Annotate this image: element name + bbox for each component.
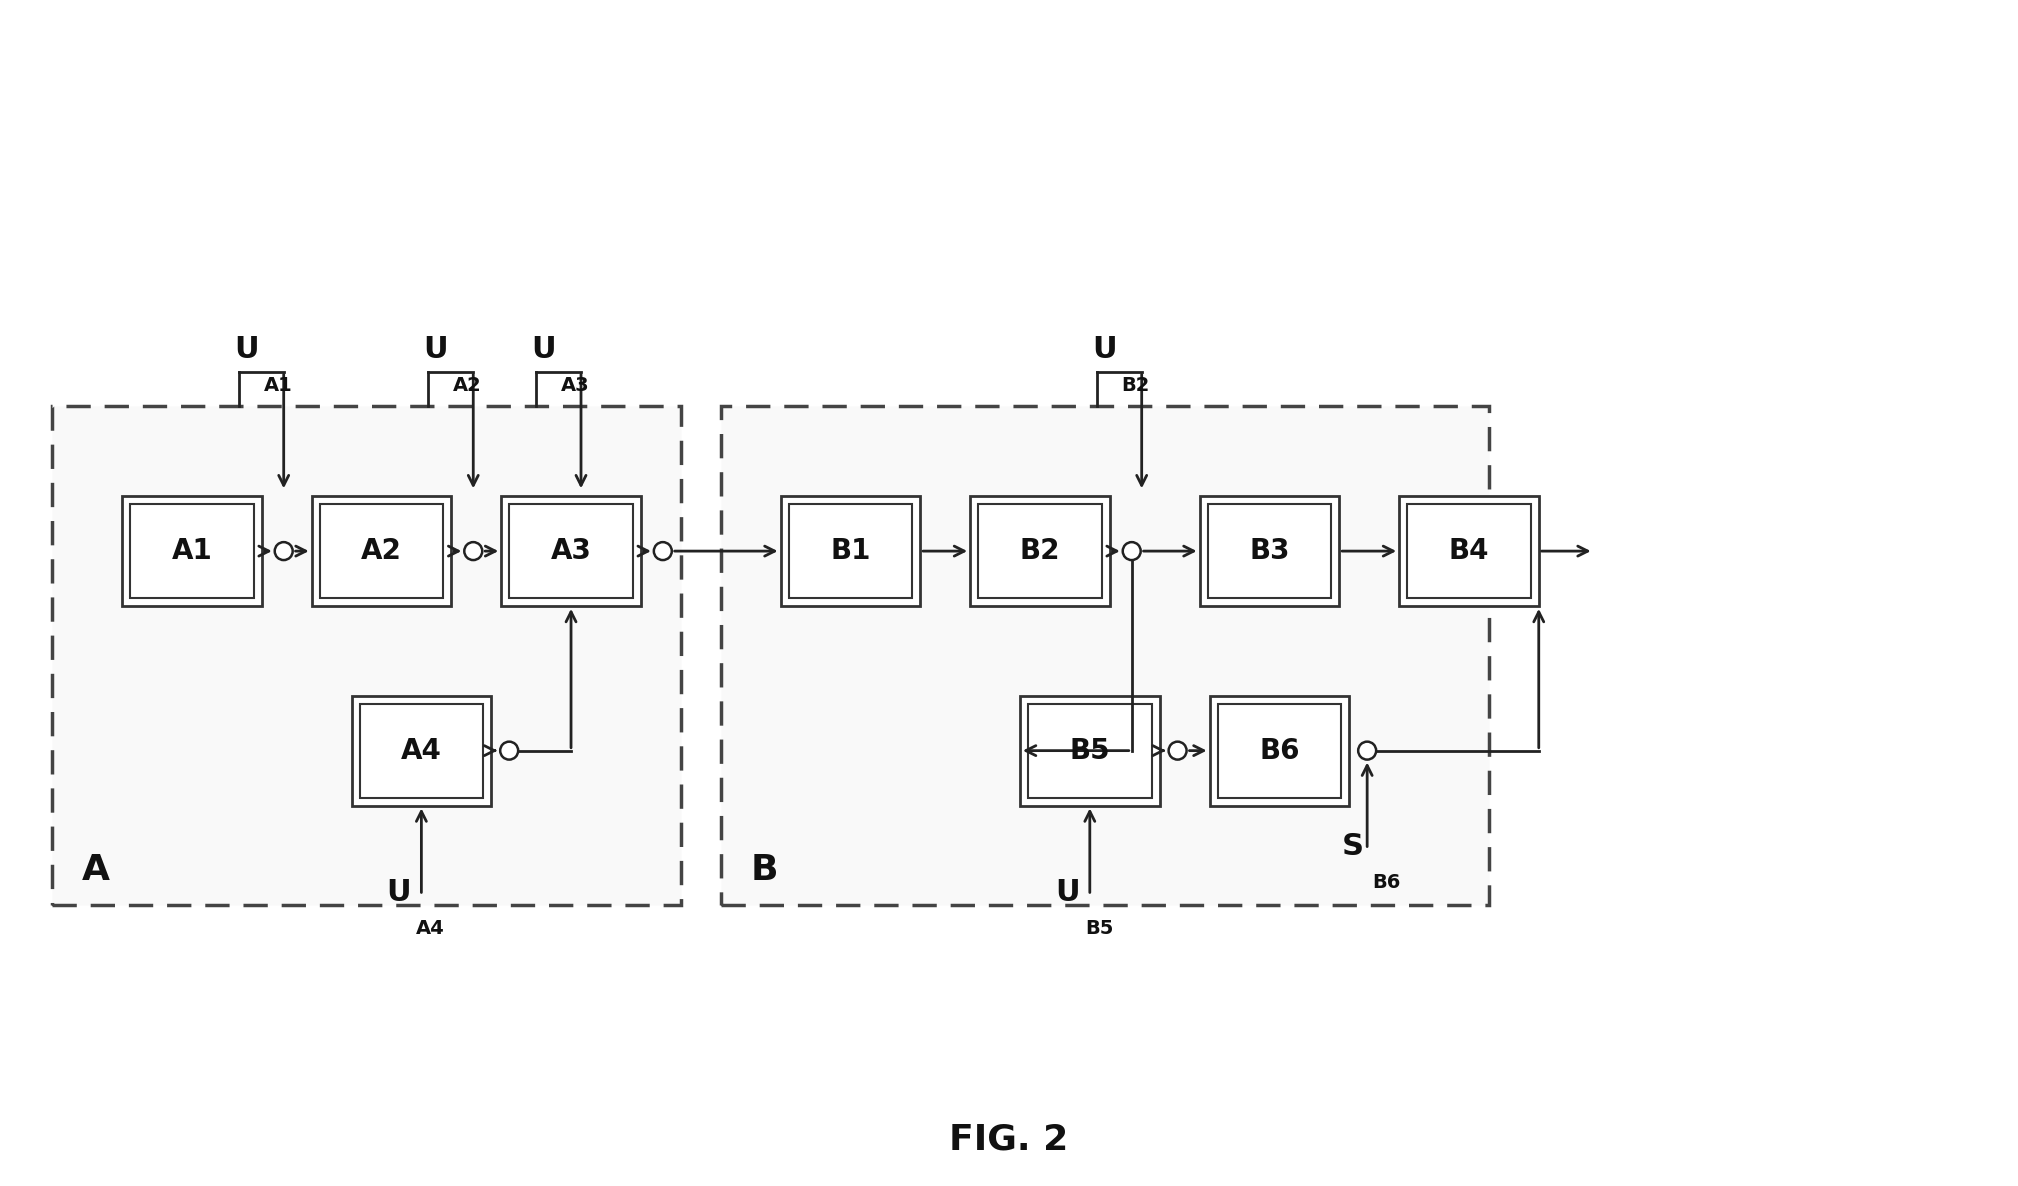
Text: A3: A3 — [561, 376, 589, 395]
Bar — [319, 504, 444, 598]
Text: B4: B4 — [1449, 537, 1489, 565]
Text: B5: B5 — [1070, 737, 1110, 765]
Bar — [351, 696, 490, 805]
Text: B1: B1 — [829, 537, 870, 565]
Bar — [311, 496, 452, 606]
Circle shape — [464, 542, 482, 560]
Circle shape — [500, 741, 519, 759]
Text: B6: B6 — [1259, 737, 1300, 765]
Bar — [1217, 703, 1342, 797]
Bar — [1027, 703, 1152, 797]
Text: U: U — [531, 334, 555, 364]
Bar — [1199, 496, 1340, 606]
Text: B5: B5 — [1086, 919, 1114, 938]
Text: FIG. 2: FIG. 2 — [948, 1123, 1070, 1156]
Text: B2: B2 — [1122, 376, 1150, 395]
Text: A4: A4 — [416, 919, 446, 938]
Bar — [509, 504, 634, 598]
Bar — [1207, 504, 1332, 598]
Bar — [789, 504, 912, 598]
Text: B2: B2 — [1019, 537, 1059, 565]
Circle shape — [274, 542, 293, 560]
Text: U: U — [1092, 334, 1116, 364]
Bar — [1398, 496, 1540, 606]
Bar — [979, 504, 1102, 598]
Text: B: B — [751, 853, 779, 887]
Bar — [971, 496, 1110, 606]
Text: A: A — [83, 853, 111, 887]
Text: A1: A1 — [264, 376, 293, 395]
Circle shape — [654, 542, 672, 560]
Bar — [781, 496, 920, 606]
Circle shape — [1168, 741, 1187, 759]
Text: A3: A3 — [551, 537, 591, 565]
Text: B3: B3 — [1249, 537, 1290, 565]
Text: A2: A2 — [454, 376, 482, 395]
Bar — [500, 496, 642, 606]
Bar — [720, 407, 1489, 905]
Text: U: U — [387, 879, 412, 907]
Bar — [129, 504, 254, 598]
Bar — [121, 496, 262, 606]
Circle shape — [1122, 542, 1140, 560]
Bar — [52, 407, 680, 905]
Bar — [1019, 696, 1160, 805]
Bar — [359, 703, 482, 797]
Text: U: U — [1055, 879, 1080, 907]
Text: U: U — [424, 334, 448, 364]
Text: U: U — [234, 334, 258, 364]
Circle shape — [1358, 741, 1376, 759]
Text: A4: A4 — [402, 737, 442, 765]
Bar — [1407, 504, 1532, 598]
Text: S: S — [1342, 833, 1364, 861]
Text: B6: B6 — [1372, 873, 1400, 892]
Text: A2: A2 — [361, 537, 402, 565]
Text: A1: A1 — [172, 537, 212, 565]
Bar — [1209, 696, 1350, 805]
